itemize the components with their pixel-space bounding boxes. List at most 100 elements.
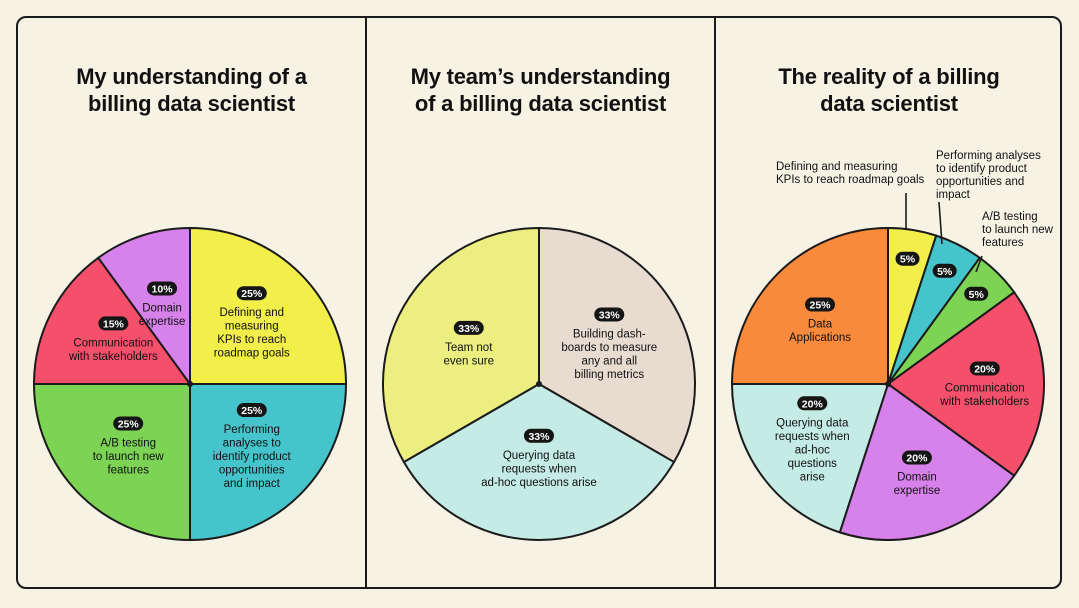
pie1-center-dot [187,381,193,387]
pie3-slice-4-pct-pill [969,361,1000,376]
pie2-slice-3-pct-pill [453,320,484,335]
pie3-callout-3-line-3: features [982,237,1024,249]
panel-title-3-line-2: data scientist [820,91,958,116]
pie2-slice-2-label-line-2: requests when [502,463,577,475]
pie1-slice-5-pct-label: 10% [152,283,174,295]
panel-title-1-line-2: billing data scientist [87,91,296,116]
pie1-slice-5-pct-pill [147,281,178,296]
pie1-slice-2-label-line-4: opportunities [219,465,285,477]
pie1-slice-4-pct-label: 15% [103,318,125,330]
pie2-slice-1-pct-label: 33% [599,309,621,321]
pie1-slice-3-label-line-2: to launch new [93,451,165,463]
pie1-slice-2-label-line-2: analyses to [223,438,281,450]
pie3-callout-3-leader [975,255,983,273]
pie2-slice-3-label-line-1: Team not [445,342,493,354]
panel-title-3-line-1: The reality of a billing [778,64,1000,89]
pie3-slice-5-label-line-2: expertise [894,485,941,497]
pie2-slice-3-label-line-2: even sure [443,355,494,367]
pie2-slice-1-label-line-3: any and all [581,355,637,367]
pie1-slice-3-pct-label: 25% [118,419,140,431]
pie2-slice-1 [538,227,696,464]
pie1-slice-4-label-line-2: with stakeholders [68,351,158,363]
pie3-slice-5-pct-pill [901,450,932,465]
pie3-callout-3-line-1: A/B testing [982,211,1038,223]
pie3-slice-3-pct-pill [964,286,989,301]
pie1-slice-2-label-line-3: identify product [213,451,292,463]
pie3-center-dot [885,381,891,387]
pie3-callout-2-line-1: Performing analyses [936,150,1041,162]
pie1-slice-1-label-line-1: Defining and [219,307,284,319]
pie3-callout-2-line-4: impact [936,189,971,201]
pie3-slice-6-label-line-3: ad-hoc [795,444,830,456]
pie2-slice-2-pct-label: 33% [528,431,550,443]
pie3-callout-1-line-2: KPIs to reach roadmap goals [776,174,925,186]
pie3-slice-4-label-line-1: Communication [945,383,1025,395]
pie3-slice-4-label-line-2: with stakeholders [939,396,1029,408]
pie3-slice-1-pct-pill [895,251,920,266]
infographic-frame: My understanding of a billing data scien… [16,16,1062,589]
panel-divider-1 [365,18,367,587]
panel-divider-2 [714,18,716,587]
pie3-slice-7-pct-label: 25% [810,300,832,312]
pie1-slice-3 [33,383,191,541]
pie3-slice-2-pct-label: 5% [937,266,953,278]
pie3-slice-4-pct-label: 20% [974,364,996,376]
pie1-slice-3-label-line-3: features [107,465,149,477]
pie3-slice-6-pct-label: 20% [802,398,824,410]
pie3-slice-2-pct-pill [932,263,957,278]
pie1-slice-3-pct-pill [113,416,144,431]
pie3-callout-2-leader [938,201,943,245]
pie1-slice-5-label-line-2: expertise [139,316,186,328]
pie3-slice-7-label-line-2: Applications [789,332,851,344]
pie3-slice-5-pct-label: 20% [906,453,928,465]
pie3-callout-1-line-1: Defining and measuring [776,161,897,173]
pie1-slice-1-pct-label: 25% [241,288,263,300]
panel-title-1-line-1: My understanding of a [76,64,307,89]
panel-title-3: The reality of a billing data scientist [716,63,1060,117]
pie2-center-dot [536,381,542,387]
pie3-slice-6-label-line-5: arise [800,471,825,483]
pie3-slice-3-pct-label: 5% [969,289,985,301]
pie3-slice-6 [731,383,889,534]
pie1-slice-1 [189,227,347,385]
pie2-slice-2-label-line-3: ad-hoc questions arise [481,477,597,489]
pie2-slice-2-label-line-1: Querying data [503,450,576,462]
pie3-slice-6-pct-pill [797,396,828,411]
pie3-callout-3-line-2: to launch new [982,224,1054,236]
pie1-slice-2-label-line-5: and impact [224,478,281,490]
pie3-slice-6-label-line-4: questions [788,458,837,470]
pie1-slice-1-label-line-2: measuring [225,321,279,333]
pie1-slice-1-label-line-3: KPIs to reach [217,334,286,346]
pie3-slice-1-pct-label: 5% [900,254,916,266]
pie2-slice-2-pct-pill [523,428,554,443]
pie2-slice-1-label-line-2: boards to measure [561,342,657,354]
pie3-callout-2-line-3: opportunities and [936,176,1024,188]
pie2-slice-1-label-line-4: billing metrics [574,369,644,381]
pie3-slice-7-label-line-1: Data [808,319,833,331]
pie1-slice-2-pct-label: 25% [241,405,263,417]
pie1-slice-4-label-line-1: Communication [73,337,153,349]
pie2-slice-1-pct-pill [594,307,625,322]
panel-title-2: My team’s understanding of a billing dat… [367,63,714,117]
panel-title-1: My understanding of a billing data scien… [18,63,365,117]
pie2-slice-1-label-line-1: Building dash- [573,328,646,340]
pie3-slice-4 [887,291,1045,477]
pie1-slice-2-pct-pill [236,403,267,418]
pie1-slice-4-pct-pill [98,316,129,331]
panel-title-2-line-1: My team’s understanding [410,64,671,89]
pie1-slice-5-label-line-1: Domain [142,302,182,314]
pie1-slice-1-label-line-4: roadmap goals [214,348,290,360]
pie1-slice-2-label-line-1: Performing [224,424,280,436]
panel-title-2-line-2: of a billing data scientist [414,91,667,116]
pie3-slice-6-label-line-2: requests when [775,431,850,443]
pie1-slice-1-pct-pill [236,286,267,301]
pie2-slice-3-pct-label: 33% [458,323,480,335]
pie2-slice-3 [382,227,540,463]
pie3-slice-5-label-line-1: Domain [897,472,937,484]
pie3-callout-2-line-2: to identify product [936,163,1028,175]
pie1-slice-3-label-line-1: A/B testing [100,438,156,450]
pie1-slice-2 [189,383,347,541]
